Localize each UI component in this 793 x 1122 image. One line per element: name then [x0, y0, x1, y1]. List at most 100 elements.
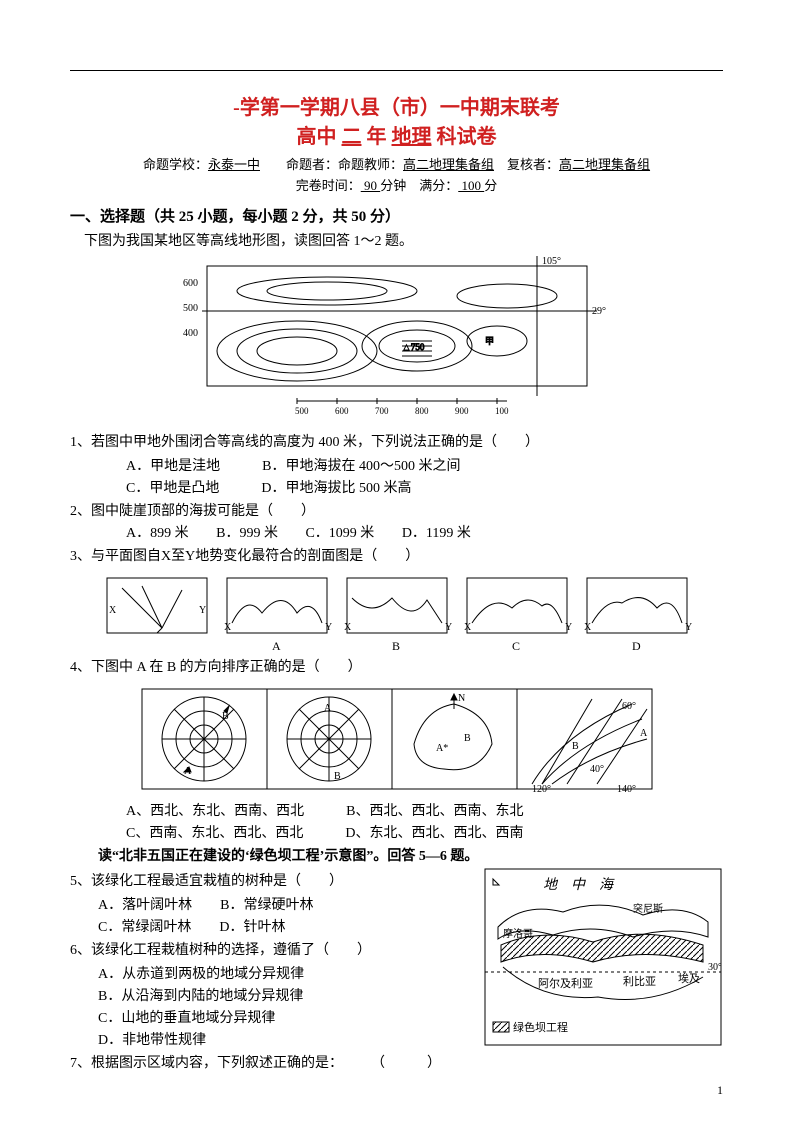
figure-directions: A B A B N A* B 60° A B 40°: [137, 684, 657, 794]
svg-text:Y: Y: [325, 622, 332, 633]
page-number: 1: [717, 1083, 723, 1098]
section-1-head: 一、选择题（共 25 小题，每小题 2 分，共 50 分）: [70, 205, 723, 226]
svg-text:Y: Y: [685, 622, 692, 633]
q2-b: B．999 米: [216, 522, 278, 542]
map-lat: 30°: [708, 962, 722, 973]
map-legend: 绿色坝工程: [513, 1020, 568, 1034]
svg-text:120°: 120°: [532, 784, 551, 794]
q1-b: B．甲地海拔在 400～500 米之间: [262, 459, 460, 474]
svg-text:A: A: [640, 728, 648, 739]
xt0: 500: [295, 406, 309, 416]
meta-sp2: 复核者：: [494, 157, 559, 172]
q3-label-c: C: [512, 639, 520, 651]
q5-d: D．针叶林: [219, 920, 285, 935]
figure-contour-map: 105° 29° ▲750 甲 600 500 400 500 600 700: [177, 256, 617, 426]
svg-text:Y: Y: [199, 605, 206, 616]
page: -学第一学期八县（市）一中期末联考 高中 二 年 地理 科试卷 命题学校：永泰一…: [0, 0, 793, 1122]
q6-a: A．从赤道到两极的地域分异规律: [98, 963, 475, 983]
t2-subject: 地理: [392, 126, 432, 148]
q4-c: C、西南、东北、西北、西北: [126, 826, 303, 841]
q4-a: A、西北、东北、西南、西北: [126, 804, 304, 819]
t2-mid: 年: [362, 126, 392, 148]
q3-label-a: A: [272, 639, 281, 651]
q4-d: D、东北、西北、西北、西南: [345, 826, 523, 841]
q3-label-d: D: [632, 639, 641, 651]
q4-options: A、西北、东北、西南、西北 B、西北、西北、西南、东北 C、西南、东北、西北、西…: [126, 800, 723, 842]
t2-suffix: 科试卷: [432, 126, 497, 148]
meta-school-label: 命题学校：: [143, 157, 208, 172]
svg-text:X: X: [344, 622, 352, 633]
q7-text: 7、根据图示区域内容，下列叙述正确的是： （ ）: [70, 1053, 475, 1074]
q5-options: A．落叶阔叶林 B．常绿硬叶林 C．常绿阔叶林 D．针叶林: [98, 894, 475, 936]
yt1: 500: [183, 303, 198, 314]
q1-options: A．甲地是洼地 B．甲地海拔在 400～500 米之间 C．甲地是凸地 D．甲地…: [126, 455, 723, 497]
stem-b: 读“北非五国正在建设的‘绿色坝工程’示意图”。回答 5—6 题。: [98, 846, 723, 867]
svg-text:N: N: [458, 693, 465, 704]
svg-text:140°: 140°: [617, 784, 636, 794]
q2-options: A．899 米 B．999 米 C．1099 米 D．1199 米: [126, 522, 723, 542]
map-morocco: 摩洛哥: [503, 927, 533, 940]
map-tunis: 突尼斯: [633, 902, 663, 915]
q2-a: A．899 米: [126, 522, 189, 542]
svg-text:X: X: [109, 605, 117, 616]
q1-text: 1、若图中甲地外围闭合等高线的高度为 400 米，下列说法正确的是（ ）: [70, 432, 723, 453]
title-line2: 高中 二 年 地理 科试卷: [70, 120, 723, 149]
svg-text:B: B: [334, 771, 341, 782]
yt0: 600: [183, 278, 198, 289]
q5-text: 5、该绿化工程最适宜栽植的树种是（ ）: [70, 871, 475, 892]
q5-c: C．常绿阔叶林: [98, 920, 191, 935]
q1-d: D．甲地海拔比 500 米高: [261, 481, 411, 496]
svg-text:A: A: [324, 703, 332, 714]
q6-b: B．从沿海到内陆的地域分异规律: [98, 985, 475, 1005]
meta-time-label: 完卷时间：: [296, 178, 361, 193]
t2-grade: 二: [342, 126, 362, 148]
meta-line1: 命题学校：永泰一中 命题者：命题教师：高二地理集备组 复核者：高二地理集备组: [70, 155, 723, 176]
q2-text: 2、图中陡崖顶部的海拔可能是（ ）: [70, 501, 723, 522]
meta-line2: 完卷时间： 90 分钟 满分： 100 分: [70, 176, 723, 197]
svg-text:40°: 40°: [590, 764, 604, 775]
meta-full: 100: [458, 178, 484, 193]
title-line1: -学第一学期八县（市）一中期末联考: [70, 91, 723, 120]
q3-label-b: B: [392, 639, 400, 651]
svg-text:甲: 甲: [485, 336, 494, 346]
lon-label: 105°: [542, 256, 561, 267]
q5-b: B．常绿硬叶林: [220, 898, 313, 913]
q6-options: A．从赤道到两极的地域分异规律 B．从沿海到内陆的地域分异规律 C．山地的垂直地…: [98, 963, 475, 1049]
svg-text:Y: Y: [445, 622, 452, 633]
meta-time-unit: 分钟 满分：: [380, 178, 458, 193]
xt2: 700: [375, 406, 389, 416]
map-egypt: 埃及: [678, 971, 700, 985]
q6-d: D．非地带性规律: [98, 1029, 475, 1049]
q3-text: 3、与平面图自X至Y地势变化最符合的剖面图是（ ）: [70, 546, 723, 567]
xt4: 900: [455, 406, 469, 416]
svg-text:X: X: [224, 622, 232, 633]
meta-group2: 高二地理集备组: [559, 157, 650, 172]
stem-a: 下图为我国某地区等高线地形图，读图回答 1～2 题。: [84, 230, 723, 250]
q1-c: C．甲地是凸地: [126, 481, 219, 496]
svg-text:B: B: [464, 733, 471, 744]
svg-text:Y: Y: [565, 622, 572, 633]
q4-b: B、西北、西北、西南、东北: [346, 804, 523, 819]
q6-text: 6、该绿化工程栽植树种的选择，遵循了（ ）: [70, 940, 475, 961]
xt3: 800: [415, 406, 429, 416]
meta-group1: 高二地理集备组: [403, 157, 494, 172]
xt1: 600: [335, 406, 349, 416]
q4-text: 4、下图中 A 在 B 的方向排序正确的是（ ）: [70, 657, 723, 678]
meta-time: 90: [361, 178, 381, 193]
svg-text:▲750: ▲750: [402, 342, 425, 352]
yt2: 400: [183, 328, 198, 339]
q5-a: A．落叶阔叶林: [98, 898, 192, 913]
meta-full-unit: 分: [484, 178, 497, 193]
map-algeria: 阿尔及利亚: [538, 977, 593, 990]
q6-c: C．山地的垂直地域分异规律: [98, 1007, 475, 1027]
map-libya: 利比亚: [623, 975, 656, 988]
svg-text:A*: A*: [436, 743, 448, 754]
q2-d: D．1199 米: [402, 522, 471, 542]
q1-a: A．甲地是洼地: [126, 459, 220, 474]
svg-text:B: B: [222, 711, 229, 722]
rule-top: [70, 70, 723, 71]
figure-profiles: XY XY A XY B XY C XY D: [97, 573, 697, 651]
t2-prefix: 高中: [297, 126, 342, 148]
svg-text:X: X: [464, 622, 472, 633]
q2-c: C．1099 米: [305, 522, 374, 542]
